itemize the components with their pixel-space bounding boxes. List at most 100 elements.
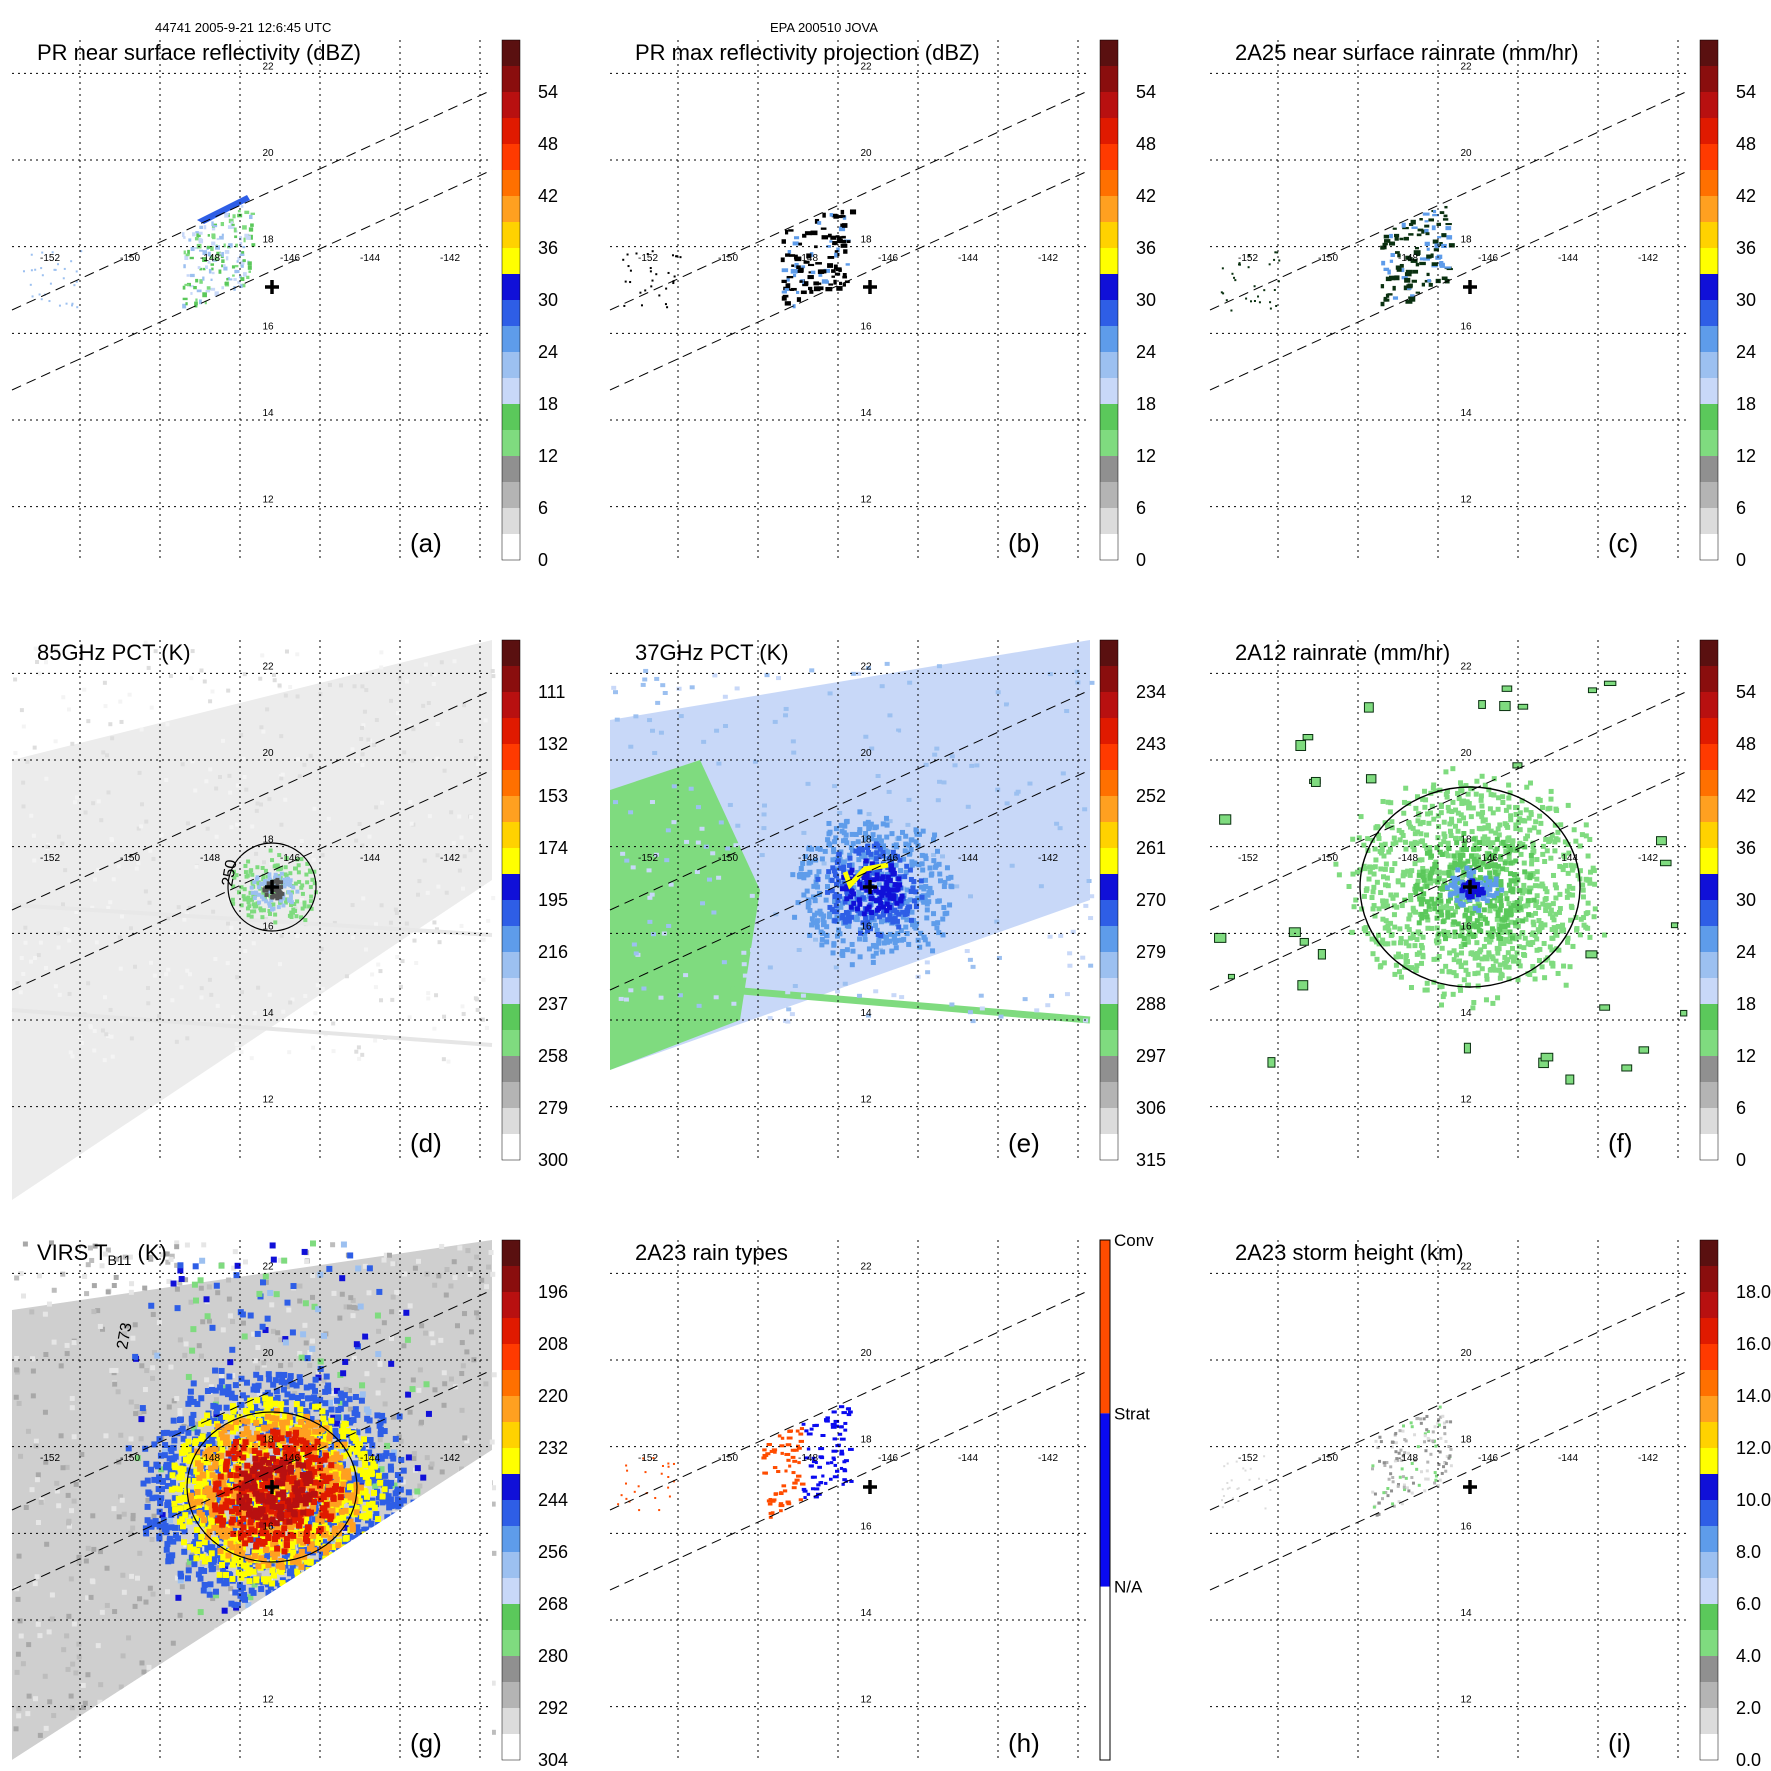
pr-swath-edge bbox=[1209, 89, 1691, 311]
longitude-label-m148: -148 bbox=[798, 1453, 818, 1464]
latitude-label-18: 18 bbox=[860, 835, 872, 846]
panel-b: 22 20 18 16 14 12 -152 -150 -148 -146 -144 -142 PR m… bbox=[609, 39, 1156, 570]
swath-mask bbox=[12, 1450, 492, 1760]
latitude-label-22: 22 bbox=[860, 661, 872, 672]
longitude-label-m152: -152 bbox=[40, 853, 60, 864]
latitude-label-16: 16 bbox=[1460, 321, 1472, 332]
latitude-label-14: 14 bbox=[262, 1608, 274, 1619]
colorbar-tick-label: 220 bbox=[538, 1386, 568, 1406]
colorbar-tick-label: 4.0 bbox=[1736, 1646, 1761, 1666]
storm-center-marker bbox=[265, 280, 279, 294]
pr-swath-edge bbox=[609, 689, 1091, 911]
longitude-label-m148: -148 bbox=[1398, 1453, 1418, 1464]
colorbar-tick-label: 216 bbox=[538, 942, 568, 962]
longitude-label-m152: -152 bbox=[638, 253, 658, 264]
panel-title-c: 2A25 near surface rainrate (mm/hr) bbox=[1235, 40, 1579, 65]
latitude-label-16: 16 bbox=[1460, 1521, 1472, 1532]
longitude-label-m148: -148 bbox=[200, 1453, 220, 1464]
map-grid: 22 20 18 16 14 12 -152 -150 -148 -146 -144 -142 bbox=[610, 1240, 1090, 1760]
map-grid: 22 20 18 16 14 12 -152 -150 -148 -146 -144 -142 bbox=[610, 40, 1090, 560]
pr-swath-edge bbox=[609, 1289, 1091, 1511]
colorbar-tick-label: 42 bbox=[1736, 786, 1756, 806]
map-grid: 22 20 18 16 14 12 -152 -150 -148 -146 -144 -142 bbox=[1210, 1240, 1690, 1760]
longitude-label-m144: -144 bbox=[360, 1453, 380, 1464]
colorbar-tick-label: 297 bbox=[1136, 1046, 1166, 1066]
latitude-label-16: 16 bbox=[262, 921, 274, 932]
latitude-label-20: 20 bbox=[262, 748, 274, 759]
colorbar-tick-label: 232 bbox=[538, 1438, 568, 1458]
panel-label-d: (d) bbox=[410, 1128, 442, 1158]
latitude-label-12: 12 bbox=[860, 495, 872, 506]
longitude-label-m144: -144 bbox=[360, 253, 380, 264]
colorbar-tick-label: 0 bbox=[538, 550, 548, 570]
colorbar-tick-label: 280 bbox=[538, 1646, 568, 1666]
latitude-label-18: 18 bbox=[262, 1435, 274, 1446]
latitude-label-12: 12 bbox=[1460, 495, 1472, 506]
colorbar-tick-label: 18 bbox=[1736, 394, 1756, 414]
latitude-label-22: 22 bbox=[1460, 61, 1472, 72]
colorbar-tick-label: 2.0 bbox=[1736, 1698, 1761, 1718]
panel-title-i: 2A23 storm height (km) bbox=[1235, 1240, 1464, 1265]
orbit-time-label: 44741 2005-9-21 12:6:45 UTC bbox=[155, 20, 332, 35]
panel-d: 250 22 20 18 16 14 12 -152 -150 -148 -146 -144 -142 8… bbox=[11, 639, 568, 1200]
latitude-label-14: 14 bbox=[1460, 408, 1472, 419]
map-area: 22 20 18 16 14 12 -152 -150 -148 -146 -144 -142 bbox=[609, 1240, 1091, 1760]
latitude-label-18: 18 bbox=[860, 235, 872, 246]
colorbar-tick-label: 270 bbox=[1136, 890, 1166, 910]
colorbar-tick-label: 48 bbox=[1736, 134, 1756, 154]
panel-i: 22 20 18 16 14 12 -152 -150 -148 -146 -144 -142 2A23… bbox=[1209, 1239, 1771, 1770]
latitude-label-14: 14 bbox=[1460, 1608, 1472, 1619]
latitude-label-16: 16 bbox=[860, 321, 872, 332]
colorbar-tick-label: 292 bbox=[538, 1698, 568, 1718]
rainrate-contour bbox=[1359, 786, 1581, 988]
latitude-label-20: 20 bbox=[860, 148, 872, 159]
latitude-label-20: 20 bbox=[1460, 748, 1472, 759]
panel-label-i: (i) bbox=[1608, 1728, 1631, 1758]
panel-e: 22 20 18 16 14 12 -152 -150 -148 -146 -144 -142 37GH… bbox=[609, 639, 1166, 1170]
colorbar-tick-label: 54 bbox=[1736, 82, 1756, 102]
latitude-label-18: 18 bbox=[262, 235, 274, 246]
colorbar-tick-label: 0 bbox=[1736, 1150, 1746, 1170]
longitude-label-m142: -142 bbox=[1638, 1453, 1658, 1464]
colorbar-tick-label: 16.0 bbox=[1736, 1334, 1771, 1354]
colorbar-tick-label: 48 bbox=[1736, 734, 1756, 754]
colorbar-label-NA: N/A bbox=[1114, 1578, 1143, 1597]
latitude-label-12: 12 bbox=[262, 1695, 274, 1706]
pr-swath-edge bbox=[609, 169, 1091, 391]
colorbar-frame bbox=[1699, 639, 1719, 1161]
longitude-label-m144: -144 bbox=[958, 853, 978, 864]
colorbar-tick-label: 306 bbox=[1136, 1098, 1166, 1118]
panel-field-e bbox=[610, 640, 1095, 1070]
latitude-label-20: 20 bbox=[262, 1348, 274, 1359]
latitude-label-18: 18 bbox=[1460, 835, 1472, 846]
colorbar-tick-label: 12.0 bbox=[1736, 1438, 1771, 1458]
longitude-label-m142: -142 bbox=[1038, 853, 1058, 864]
panel-label-a: (a) bbox=[410, 528, 442, 558]
latitude-label-18: 18 bbox=[860, 1435, 872, 1446]
storm-center-marker bbox=[863, 1480, 877, 1494]
colorbar-tick-label: 12 bbox=[1736, 446, 1756, 466]
longitude-label-m150: -150 bbox=[718, 253, 738, 264]
panel-field-i bbox=[1220, 1405, 1453, 1517]
colorbar-tick-label: 36 bbox=[538, 238, 558, 258]
colorbar-tick-label: 6.0 bbox=[1736, 1594, 1761, 1614]
longitude-label-m148: -148 bbox=[1398, 853, 1418, 864]
longitude-label-m142: -142 bbox=[440, 253, 460, 264]
panel-f: 22 20 18 16 14 12 -152 -150 -148 -146 -144 -142 2A12… bbox=[1209, 639, 1756, 1170]
latitude-label-12: 12 bbox=[860, 1695, 872, 1706]
swath-seam bbox=[729, 986, 1091, 1024]
pr-swath-edge bbox=[11, 769, 493, 991]
colorbar-tick-label: 30 bbox=[1136, 290, 1156, 310]
storm-center-marker bbox=[1463, 1480, 1477, 1494]
longitude-label-m150: -150 bbox=[120, 853, 140, 864]
pr-swath-edge bbox=[11, 689, 493, 911]
colorbar-g: 196 208 220 232 244 256 268 280 292 304 bbox=[501, 1239, 568, 1770]
colorbar-tick-label: 252 bbox=[1136, 786, 1166, 806]
panel-field-d: 250 bbox=[11, 640, 496, 1200]
colorbar-tick-label: 256 bbox=[538, 1542, 568, 1562]
storm-center-marker bbox=[1463, 880, 1477, 894]
longitude-label-m150: -150 bbox=[1318, 253, 1338, 264]
longitude-label-m152: -152 bbox=[638, 1453, 658, 1464]
swath-seam bbox=[11, 1008, 493, 1047]
